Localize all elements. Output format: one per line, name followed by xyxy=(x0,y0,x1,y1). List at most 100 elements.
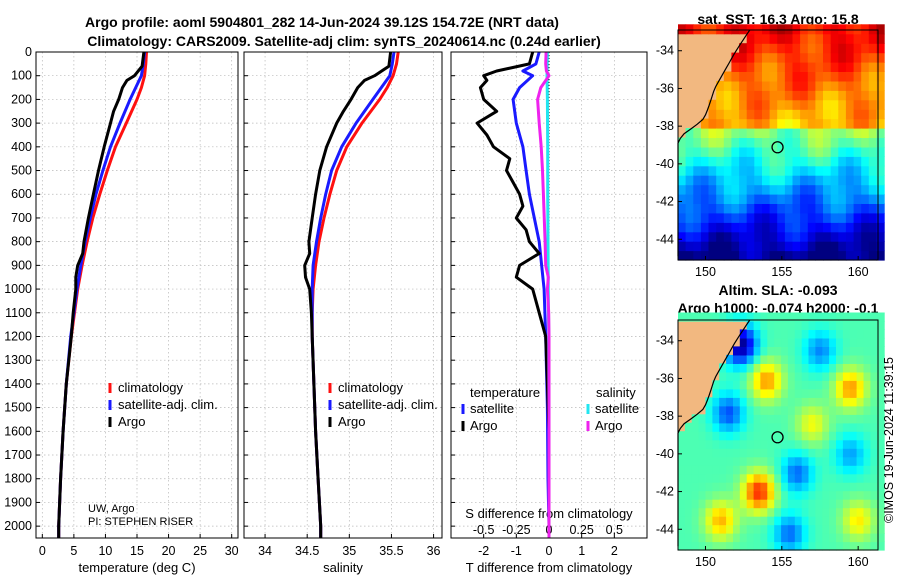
ocean-cell xyxy=(822,414,830,424)
ocean-cell xyxy=(830,203,839,214)
ocean-cell xyxy=(774,490,782,500)
ocean-cell xyxy=(830,24,839,35)
ocean-cell xyxy=(829,422,837,432)
ocean-cell xyxy=(807,194,816,204)
ocean-cell xyxy=(781,337,789,347)
ocean-cell xyxy=(829,405,837,415)
ocean-cell xyxy=(719,414,727,424)
ocean-cell xyxy=(700,137,710,148)
ocean-cell xyxy=(815,507,823,517)
lat-tick-label: -38 xyxy=(656,119,674,133)
ocean-cell xyxy=(863,380,871,390)
ocean-cell xyxy=(801,320,810,330)
ocean-cell xyxy=(712,422,720,432)
ocean-cell xyxy=(726,524,734,534)
ocean-cell xyxy=(774,380,782,390)
ocean-cell xyxy=(856,337,865,347)
ocean-cell xyxy=(830,146,839,157)
ocean-cell xyxy=(823,99,832,110)
ocean-cell xyxy=(815,175,824,186)
ocean-cell xyxy=(693,222,702,233)
ocean-cell xyxy=(877,329,885,339)
ocean-cell xyxy=(746,33,755,44)
ocean-cell xyxy=(754,175,763,186)
ocean-cell xyxy=(787,388,796,398)
ocean-cell xyxy=(815,465,823,475)
ocean-cell xyxy=(836,524,844,534)
ocean-cell xyxy=(777,33,786,44)
ocean-cell xyxy=(808,533,816,543)
ocean-cell xyxy=(849,524,858,534)
ocean-cell xyxy=(746,203,755,214)
ocean-cell xyxy=(849,448,858,458)
ocean-cell xyxy=(746,241,755,252)
ocean-cell xyxy=(753,456,762,466)
ocean-cell xyxy=(815,524,823,534)
ocean-cell xyxy=(830,250,839,261)
ocean-cell xyxy=(739,448,748,458)
ocean-cell xyxy=(753,397,762,407)
ocean-cell xyxy=(863,448,871,458)
ocean-cell xyxy=(801,346,810,356)
ocean-cell xyxy=(868,33,877,44)
ocean-cell xyxy=(754,231,763,242)
ocean-cell xyxy=(823,146,832,157)
ocean-cell xyxy=(726,456,734,466)
ocean-cell xyxy=(753,507,762,517)
ocean-cell xyxy=(726,507,734,517)
ocean-cell xyxy=(856,363,865,373)
ocean-cell xyxy=(787,397,796,407)
ocean-cell xyxy=(877,371,885,381)
ocean-cell xyxy=(731,203,740,214)
ocean-cell xyxy=(800,222,809,233)
ocean-cell xyxy=(769,194,778,204)
ocean-cell xyxy=(781,439,789,449)
series-line-argo xyxy=(303,51,393,538)
ocean-cell xyxy=(849,380,858,390)
ocean-cell xyxy=(733,541,741,551)
plot-frame xyxy=(35,51,239,539)
ocean-cell xyxy=(877,507,885,517)
ocean-cell xyxy=(845,165,855,176)
ocean-cell xyxy=(836,388,844,398)
ocean-cell xyxy=(705,465,713,475)
ocean-cell xyxy=(746,405,755,415)
ocean-cell xyxy=(876,165,885,176)
ocean-cell xyxy=(698,473,707,483)
figure-title-line1: Argo profile: aoml 5904801_282 14-Jun-20… xyxy=(85,14,559,30)
ocean-cell xyxy=(691,533,700,543)
ocean-cell xyxy=(868,109,877,120)
ocean-cell xyxy=(849,329,858,339)
depth-tick-label: 200 xyxy=(11,92,32,106)
ocean-cell xyxy=(716,194,725,204)
ocean-cell xyxy=(784,241,794,252)
x-tick-label: 10 xyxy=(98,544,112,558)
ocean-cell xyxy=(868,80,877,91)
ocean-cell xyxy=(767,541,775,551)
ocean-cell xyxy=(753,473,762,483)
ocean-cell xyxy=(815,62,824,72)
ocean-cell xyxy=(800,62,809,72)
ocean-cell xyxy=(807,156,816,167)
ocean-cell xyxy=(870,507,878,517)
ocean-cell xyxy=(781,371,789,381)
ocean-cell xyxy=(836,533,844,543)
ocean-cell xyxy=(746,184,755,195)
ocean-cell xyxy=(876,118,885,129)
ocean-cell xyxy=(705,448,713,458)
ocean-cell xyxy=(807,128,816,138)
ocean-cell xyxy=(723,203,732,214)
ocean-cell xyxy=(807,24,816,35)
ocean-cell xyxy=(684,456,693,466)
ocean-cell xyxy=(808,473,816,483)
ocean-cell xyxy=(754,241,763,252)
ocean-cell xyxy=(784,24,794,35)
ocean-cell xyxy=(800,165,809,176)
ocean-cell xyxy=(808,431,816,441)
ocean-cell xyxy=(801,405,810,415)
ocean-cell xyxy=(685,184,694,195)
ocean-cell xyxy=(767,312,775,322)
ocean-cell xyxy=(845,175,855,186)
ocean-cell xyxy=(678,439,686,449)
ocean-cell xyxy=(767,371,775,381)
